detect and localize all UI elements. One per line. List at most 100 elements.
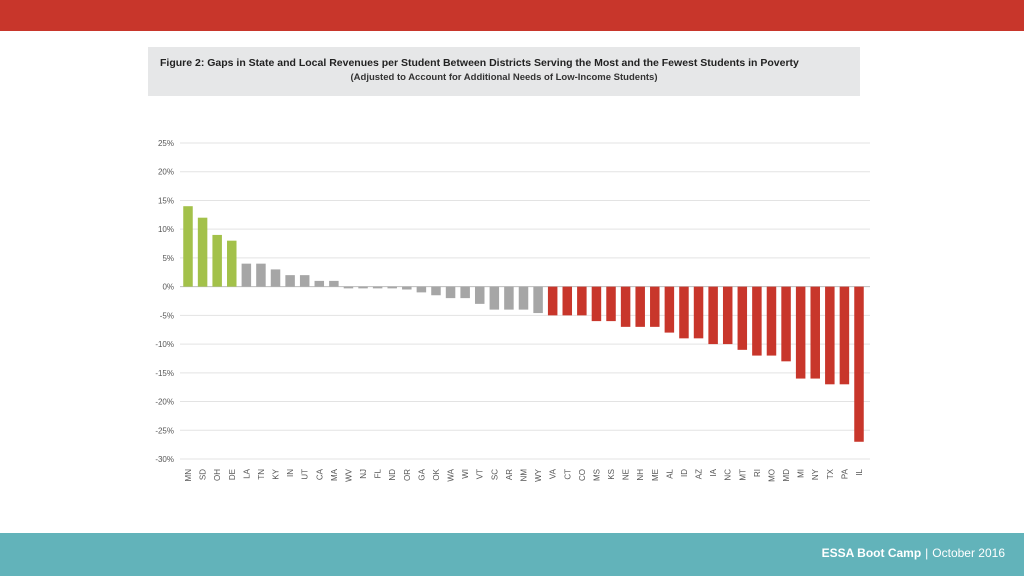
bar-or — [402, 286, 412, 290]
x-tick-label: IL — [855, 468, 864, 475]
bar-tn — [256, 263, 266, 287]
x-tick-label: LA — [242, 468, 251, 478]
x-tick-label: NM — [520, 469, 529, 482]
x-tick-label: RI — [753, 469, 762, 477]
bar-ga — [416, 286, 427, 293]
bar-in — [285, 275, 295, 287]
x-tick-label: NY — [811, 468, 820, 480]
bar-nm — [518, 286, 529, 310]
y-tick-label: 10% — [158, 225, 174, 234]
y-tick-label: -15% — [155, 369, 174, 378]
x-tick-label: IA — [709, 468, 718, 476]
bar-ma — [329, 280, 339, 287]
bar-va — [547, 286, 558, 316]
bar-fl — [372, 286, 383, 289]
bar-ks — [606, 286, 616, 322]
bar-ne — [620, 286, 631, 327]
x-tick-label: IN — [286, 469, 295, 477]
x-tick-label: MT — [738, 469, 747, 481]
bar-wv — [343, 286, 354, 289]
x-tick-label: WA — [447, 468, 456, 481]
x-tick-label: CO — [578, 469, 587, 481]
y-tick-label: -20% — [155, 398, 174, 407]
x-tick-label: WV — [344, 468, 353, 482]
x-tick-label: OR — [403, 469, 412, 481]
x-tick-label: WI — [461, 469, 470, 479]
chart-subtitle: (Adjusted to Account for Additional Need… — [350, 72, 658, 83]
x-tick-label: ND — [388, 469, 397, 481]
bar-ca — [314, 280, 325, 287]
bar-me — [650, 286, 660, 327]
bar-pa — [839, 286, 850, 385]
y-tick-label: -5% — [160, 311, 174, 320]
x-tick-label: TX — [826, 468, 835, 479]
bar-mn — [183, 206, 193, 287]
x-tick-label: CT — [563, 469, 572, 480]
footer-date: October 2016 — [932, 546, 1005, 560]
bar-ri — [752, 286, 762, 356]
x-tick-label: MO — [767, 469, 776, 482]
x-tick-label: FL — [374, 468, 383, 478]
bar-chart-svg: 25% 20% 15% 10% 5% 0% -5% -10% -15% -20% -25% -30% M… — [155, 139, 870, 482]
bar-chart: 25% 20% 15% 10% 5% 0% -5% -10% -15% -20% -25% -30% M… — [148, 128, 878, 500]
x-tick-label: ME — [651, 469, 660, 481]
bar-al — [664, 286, 675, 333]
x-tick-label: AR — [505, 469, 514, 480]
x-tick-label: WY — [534, 468, 543, 482]
x-tick-label: PA — [840, 468, 849, 479]
x-tick-label: UT — [301, 469, 310, 480]
y-tick-label: 15% — [158, 196, 174, 205]
bar-il — [854, 286, 864, 442]
footer-title: ESSA Boot Camp — [821, 546, 922, 560]
x-tick-label: NJ — [359, 469, 368, 479]
y-tick-label: 0% — [162, 283, 174, 292]
bar-mi — [795, 286, 806, 379]
bar-co — [577, 286, 587, 316]
x-tick-label: KS — [607, 469, 616, 480]
bar-nh — [635, 286, 645, 327]
x-tick-label: OH — [213, 469, 222, 481]
x-tick-label: AL — [665, 468, 674, 478]
bar-az — [693, 286, 704, 339]
bar-wy — [533, 286, 543, 314]
x-tick-label: NE — [622, 469, 631, 480]
bar-nc — [722, 286, 733, 345]
x-tick-label: VA — [549, 468, 558, 479]
bar-ky — [270, 269, 281, 287]
x-tick-label: TN — [257, 469, 266, 480]
bar-mo — [766, 286, 777, 356]
y-tick-label: 25% — [158, 139, 174, 148]
bar-sd — [197, 217, 208, 287]
x-tick-label: ID — [680, 469, 689, 477]
x-tick-label: KY — [272, 468, 281, 479]
footer-bar: ESSA Boot Camp | October 2016 — [0, 533, 1024, 576]
footer-separator: | — [925, 546, 929, 560]
y-tick-label: -25% — [155, 426, 174, 435]
bar-id — [679, 286, 689, 339]
x-tick-label: MI — [797, 469, 806, 478]
x-tick-label: OK — [432, 468, 441, 480]
bar-md — [781, 286, 791, 362]
top-accent-bar — [0, 0, 1024, 31]
x-tick-label: MA — [330, 468, 339, 481]
bar-wa — [445, 286, 456, 299]
bar-vt — [474, 286, 485, 304]
bar-ok — [431, 286, 441, 296]
x-tick-label: MS — [592, 469, 601, 481]
bar-sc — [489, 286, 500, 310]
bar-nj — [358, 286, 368, 289]
bar-nd — [387, 286, 397, 289]
bar-wi — [460, 286, 470, 299]
bar-ut — [299, 275, 310, 287]
x-tick-label: AZ — [695, 469, 704, 479]
bar-oh — [212, 234, 222, 287]
x-tick-label: GA — [417, 468, 426, 480]
y-tick-label: -10% — [155, 340, 174, 349]
bar-ct — [562, 286, 573, 316]
x-tick-label: VT — [476, 469, 485, 479]
chart-title: Figure 2: Gaps in State and Local Revenu… — [160, 57, 799, 69]
y-tick-label: 5% — [162, 254, 174, 263]
x-tick-label: SD — [199, 469, 208, 480]
bar-ms — [591, 286, 602, 322]
x-tick-label: CA — [315, 468, 324, 480]
